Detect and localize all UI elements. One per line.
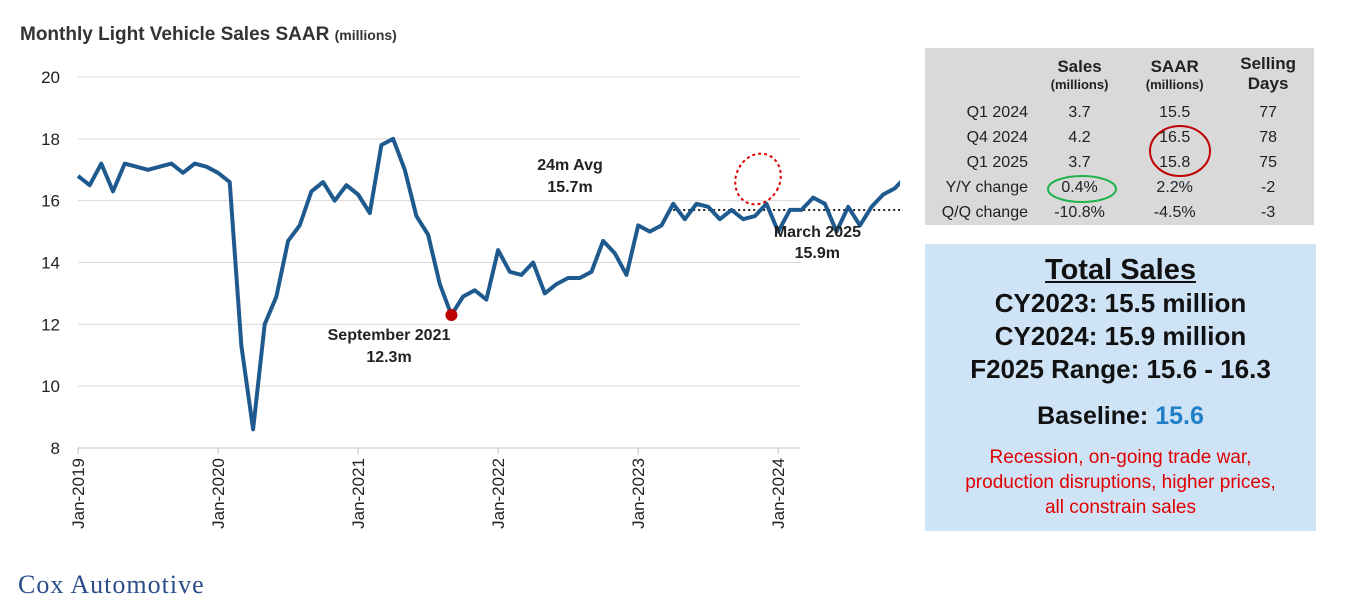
cell-saar: 15.5 (1159, 103, 1191, 121)
cell-days: 77 (1259, 103, 1277, 121)
cell-days: 75 (1259, 153, 1277, 171)
cell-saar: -4.5% (1153, 203, 1196, 221)
series-line (76, 136, 900, 432)
f2025-range-line: F2025 Range: 15.6 - 16.3 (970, 354, 1271, 384)
cell-saar: 15.8 (1159, 153, 1191, 171)
cell-days: -2 (1260, 178, 1276, 196)
cell-sales: 4.2 (1068, 128, 1091, 146)
cell-days: -3 (1260, 203, 1276, 221)
stats-table: Sales (millions) SAAR (millions) Selling… (925, 48, 1314, 225)
y-tick-label: 10 (41, 377, 60, 396)
header-main: Selling (1240, 54, 1296, 73)
risk-note-line2: production disruptions, higher prices, (965, 472, 1276, 493)
low-label-line2: 12.3m (366, 349, 411, 366)
cell-sales: 0.4% (1061, 178, 1098, 196)
avg-label-line1: 24m Avg (537, 157, 603, 174)
header-sub: (millions) (1145, 76, 1204, 92)
low-label-line1: September 2021 (328, 327, 451, 344)
table-row: Y/Y change 0.4% 2.2% -2 (925, 175, 1314, 200)
row-label: Y/Y change (945, 178, 1028, 196)
header-main: SAAR (1150, 56, 1199, 76)
risk-note: Recession, on-going trade war, productio… (925, 445, 1316, 520)
baseline-line: Baseline: 15.6 (925, 402, 1316, 431)
risk-note-line3: all constrain sales (1044, 497, 1197, 518)
table-row: Q4 2024 4.2 16.5 78 (925, 125, 1314, 150)
y-axis-ticks: 8 10 12 14 16 18 20 (41, 68, 60, 458)
cox-automotive-logo: Cox Automotive (18, 570, 205, 599)
last-label-line2: 15.9m (795, 245, 840, 262)
y-tick-label: 18 (41, 130, 60, 149)
last-label-line1: March 2025 (774, 224, 861, 241)
gridlines (78, 76, 800, 449)
cell-sales: 3.7 (1068, 103, 1091, 121)
row-label: Q1 2024 (966, 103, 1028, 121)
highlight-ellipse-q4-2024 (734, 152, 782, 206)
baseline-label: Baseline: (1037, 402, 1149, 430)
stats-header-days: Selling Days (1222, 48, 1314, 100)
cy2023-line: CY2023: 15.5 million (994, 288, 1247, 318)
stats-table-panel: Sales (millions) SAAR (millions) Selling… (925, 48, 1314, 225)
cell-sales: -10.8% (1054, 203, 1105, 221)
y-tick-label: 20 (41, 68, 60, 87)
stats-header-row: Sales (millions) SAAR (millions) Selling… (925, 48, 1314, 100)
y-tick-label: 8 (51, 439, 60, 458)
total-sales-title: Total Sales (1045, 254, 1196, 286)
total-sales-panel: Total Sales CY2023: 15.5 million CY2024:… (925, 244, 1316, 531)
table-row: Q1 2025 3.7 15.8 75 (925, 150, 1314, 175)
header-main-2: Days (1247, 74, 1289, 93)
x-tick-label: Jan-2020 (209, 458, 228, 529)
highlight-point (445, 309, 458, 322)
x-tick-label: Jan-2019 (69, 458, 88, 529)
y-tick-label: 16 (41, 192, 60, 211)
avg-label-line2: 15.7m (547, 179, 592, 196)
cy2024-line: CY2024: 15.9 million (994, 321, 1247, 351)
y-tick-label: 12 (41, 315, 60, 334)
chart-title: Monthly Light Vehicle Sales SAAR (millio… (20, 24, 397, 46)
table-row: Q/Q change -10.8% -4.5% -3 (925, 200, 1314, 225)
x-tick-label: Jan-2023 (629, 458, 648, 529)
x-tick-label: Jan-2024 (769, 458, 788, 529)
row-label: Q/Q change (941, 203, 1028, 221)
cell-sales: 3.7 (1068, 153, 1091, 171)
cell-saar: 16.5 (1159, 128, 1191, 146)
risk-note-line1: Recession, on-going trade war, (989, 447, 1252, 468)
header-main: Sales (1057, 56, 1102, 76)
highlight-points (445, 309, 458, 322)
x-tick-label: Jan-2022 (489, 458, 508, 529)
cell-saar: 2.2% (1156, 178, 1193, 196)
baseline-value: 15.6 (1155, 402, 1204, 430)
row-label: Q4 2024 (966, 128, 1028, 146)
table-row: Q1 2024 3.7 15.5 77 (925, 100, 1314, 125)
x-tick-label: Jan-2021 (349, 458, 368, 529)
stats-header-sales: Sales (millions) (1032, 48, 1127, 100)
row-label: Q1 2025 (966, 153, 1028, 171)
chart-title-text: Monthly Light Vehicle Sales SAAR (20, 24, 330, 45)
stats-header-saar: SAAR (millions) (1127, 48, 1222, 100)
header-sub: (millions) (1050, 76, 1109, 92)
x-axis-ticks: Jan-2019 Jan-2020 Jan-2021 Jan-2022 Jan-2023… (69, 448, 788, 529)
cell-days: 78 (1259, 128, 1277, 146)
chart-title-unit: (millions) (334, 27, 397, 43)
stats-header-empty (925, 48, 1032, 100)
y-tick-label: 14 (41, 254, 60, 273)
